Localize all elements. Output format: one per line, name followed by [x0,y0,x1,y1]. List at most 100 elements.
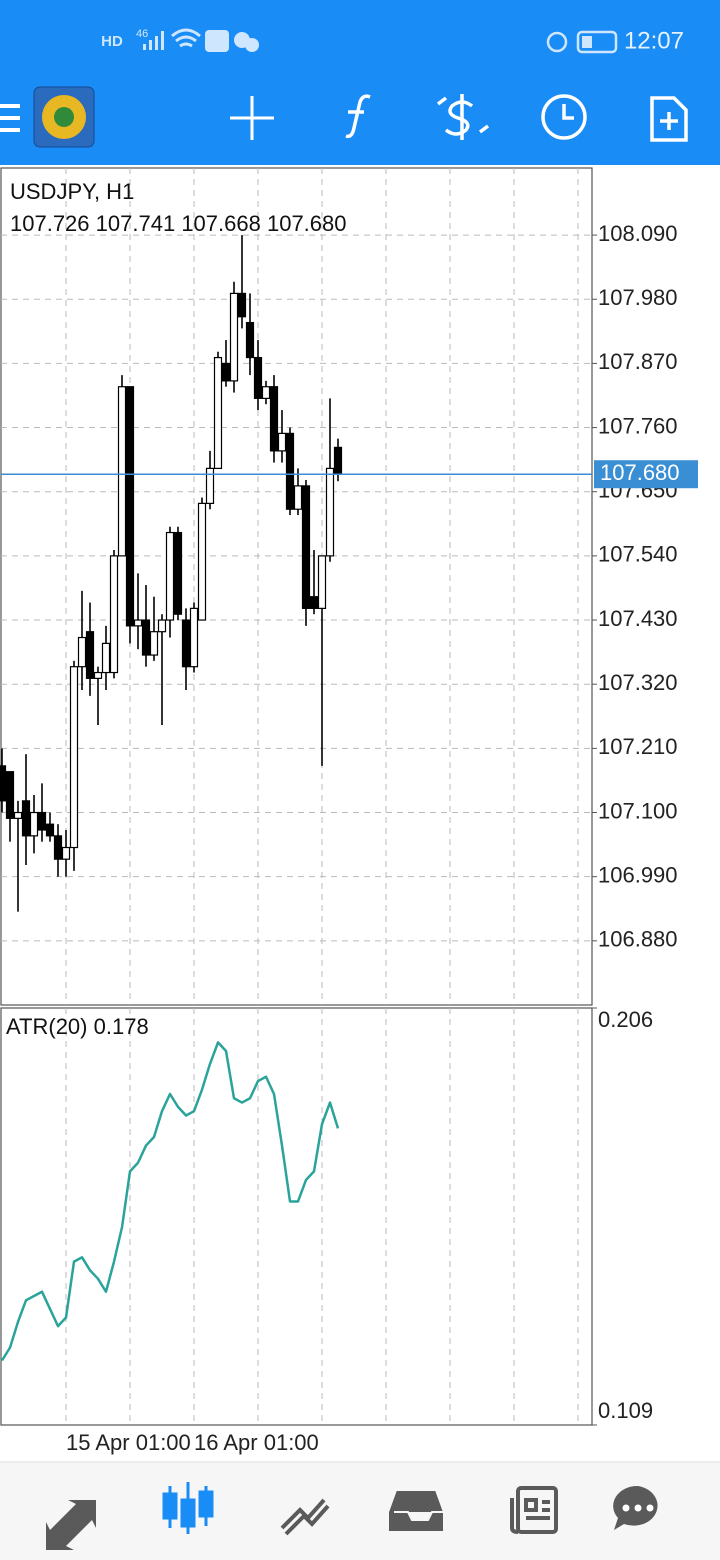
ohlc-header: 107.726 107.741 107.668 107.680 [10,211,347,236]
y-tick-label: 107.320 [598,670,678,695]
candle-body [149,631,159,656]
app-bar-bg [0,0,720,165]
vertical-grid [65,168,579,1425]
app-icon [205,30,229,52]
atr-name: ATR(20) [6,1014,88,1039]
candle-body [29,811,39,837]
candle-body [317,555,327,609]
ohlc-high: 107.741 [96,211,176,236]
y-tick-label: 107.540 [598,542,678,567]
nav-messages[interactable] [613,1485,658,1530]
candle-body [165,531,175,621]
y-tick-label: 107.100 [598,798,678,823]
candle-body [13,811,23,819]
candle-body [261,386,271,399]
y-tick-label: 106.880 [598,927,678,952]
candle-body [85,631,95,679]
candle-body [245,321,255,359]
ohlc-close: 107.680 [267,211,347,236]
candle-body [229,292,239,382]
alarm-icon [546,31,568,53]
nav-news[interactable] [510,1486,558,1534]
current-price-box [594,460,698,489]
candle-body [69,666,79,849]
candle-body [0,765,7,802]
candle-body [21,800,31,837]
new-order-button[interactable] [650,96,688,142]
y-tick-label: 108.090 [598,221,678,246]
candle-body [173,531,183,615]
y-tick-label: 106.990 [598,862,678,887]
atr-line [0,1041,340,1362]
y-tick-label: 107.760 [598,413,678,438]
candle-body [117,386,127,557]
candle-body [205,467,215,504]
candle-body [125,386,135,627]
candle-body [37,811,47,831]
chart-symbol: USDJPY, H1 [10,179,134,204]
status-hd: HD [101,33,123,50]
wifi-icon [171,28,201,48]
candle-body [133,619,143,627]
menu-button[interactable] [0,104,20,132]
crosshair-button[interactable] [230,96,274,140]
current-price-label: 107.680 [600,460,680,485]
price-panel [0,167,593,1006]
battery-level [582,36,592,48]
candle-body [197,502,207,621]
y-tick-label: 0.109 [598,1398,653,1423]
candle-body [101,642,111,674]
signal-icon [143,31,164,50]
candle-body [237,292,247,318]
candle-body [293,485,303,510]
ohlc-open: 107.726 [10,211,90,236]
candle-body [181,619,191,668]
candle-body [53,835,63,860]
candle-body [285,432,295,510]
candle-body [93,671,103,679]
battery-icon [576,30,618,54]
candle-body [157,619,167,633]
candle-body [277,432,287,452]
atr-panel [0,1007,593,1426]
y-tick-label: 107.980 [598,285,678,310]
nav-history[interactable] [387,1489,446,1533]
candle-body [269,386,279,452]
status-network: 46 [136,28,148,40]
candle-body [61,846,71,860]
candle-body [109,555,119,674]
y-tick-label: 0.206 [598,1007,653,1032]
nav-chart[interactable] [162,1482,214,1534]
candle-body [309,596,319,609]
candle-body [189,607,199,668]
candle-body [325,467,335,557]
y-tick-label: 107.870 [598,349,678,374]
bottom-nav [0,1462,720,1560]
candle-body [5,771,15,819]
atr-label: ATR(20) 0.178 [6,1014,149,1039]
atr-value: 0.178 [94,1014,149,1039]
candle-body [77,636,87,668]
candle-body [221,362,231,382]
x-tick-label: 16 Apr 01:00 [194,1430,319,1455]
nav-quotes[interactable] [46,1500,96,1550]
x-tick-label: 15 Apr 01:00 [66,1430,191,1455]
candle-body [141,619,151,656]
period-button[interactable] [541,94,587,140]
nav-trade[interactable] [280,1498,330,1536]
candle-body [45,823,55,837]
trade-button[interactable] [436,94,490,140]
indicators-button[interactable] [345,94,371,139]
y-tick-label: 107.210 [598,734,678,759]
candle-body [253,356,263,399]
ohlc-low: 107.668 [181,211,261,236]
app-logo[interactable] [33,86,95,148]
candle-body [333,446,343,475]
wechat-icon [245,38,259,52]
candle-body [301,485,311,609]
y-tick-label: 107.430 [598,606,678,631]
candle-body [213,356,223,469]
status-time: 12:07 [624,27,684,54]
